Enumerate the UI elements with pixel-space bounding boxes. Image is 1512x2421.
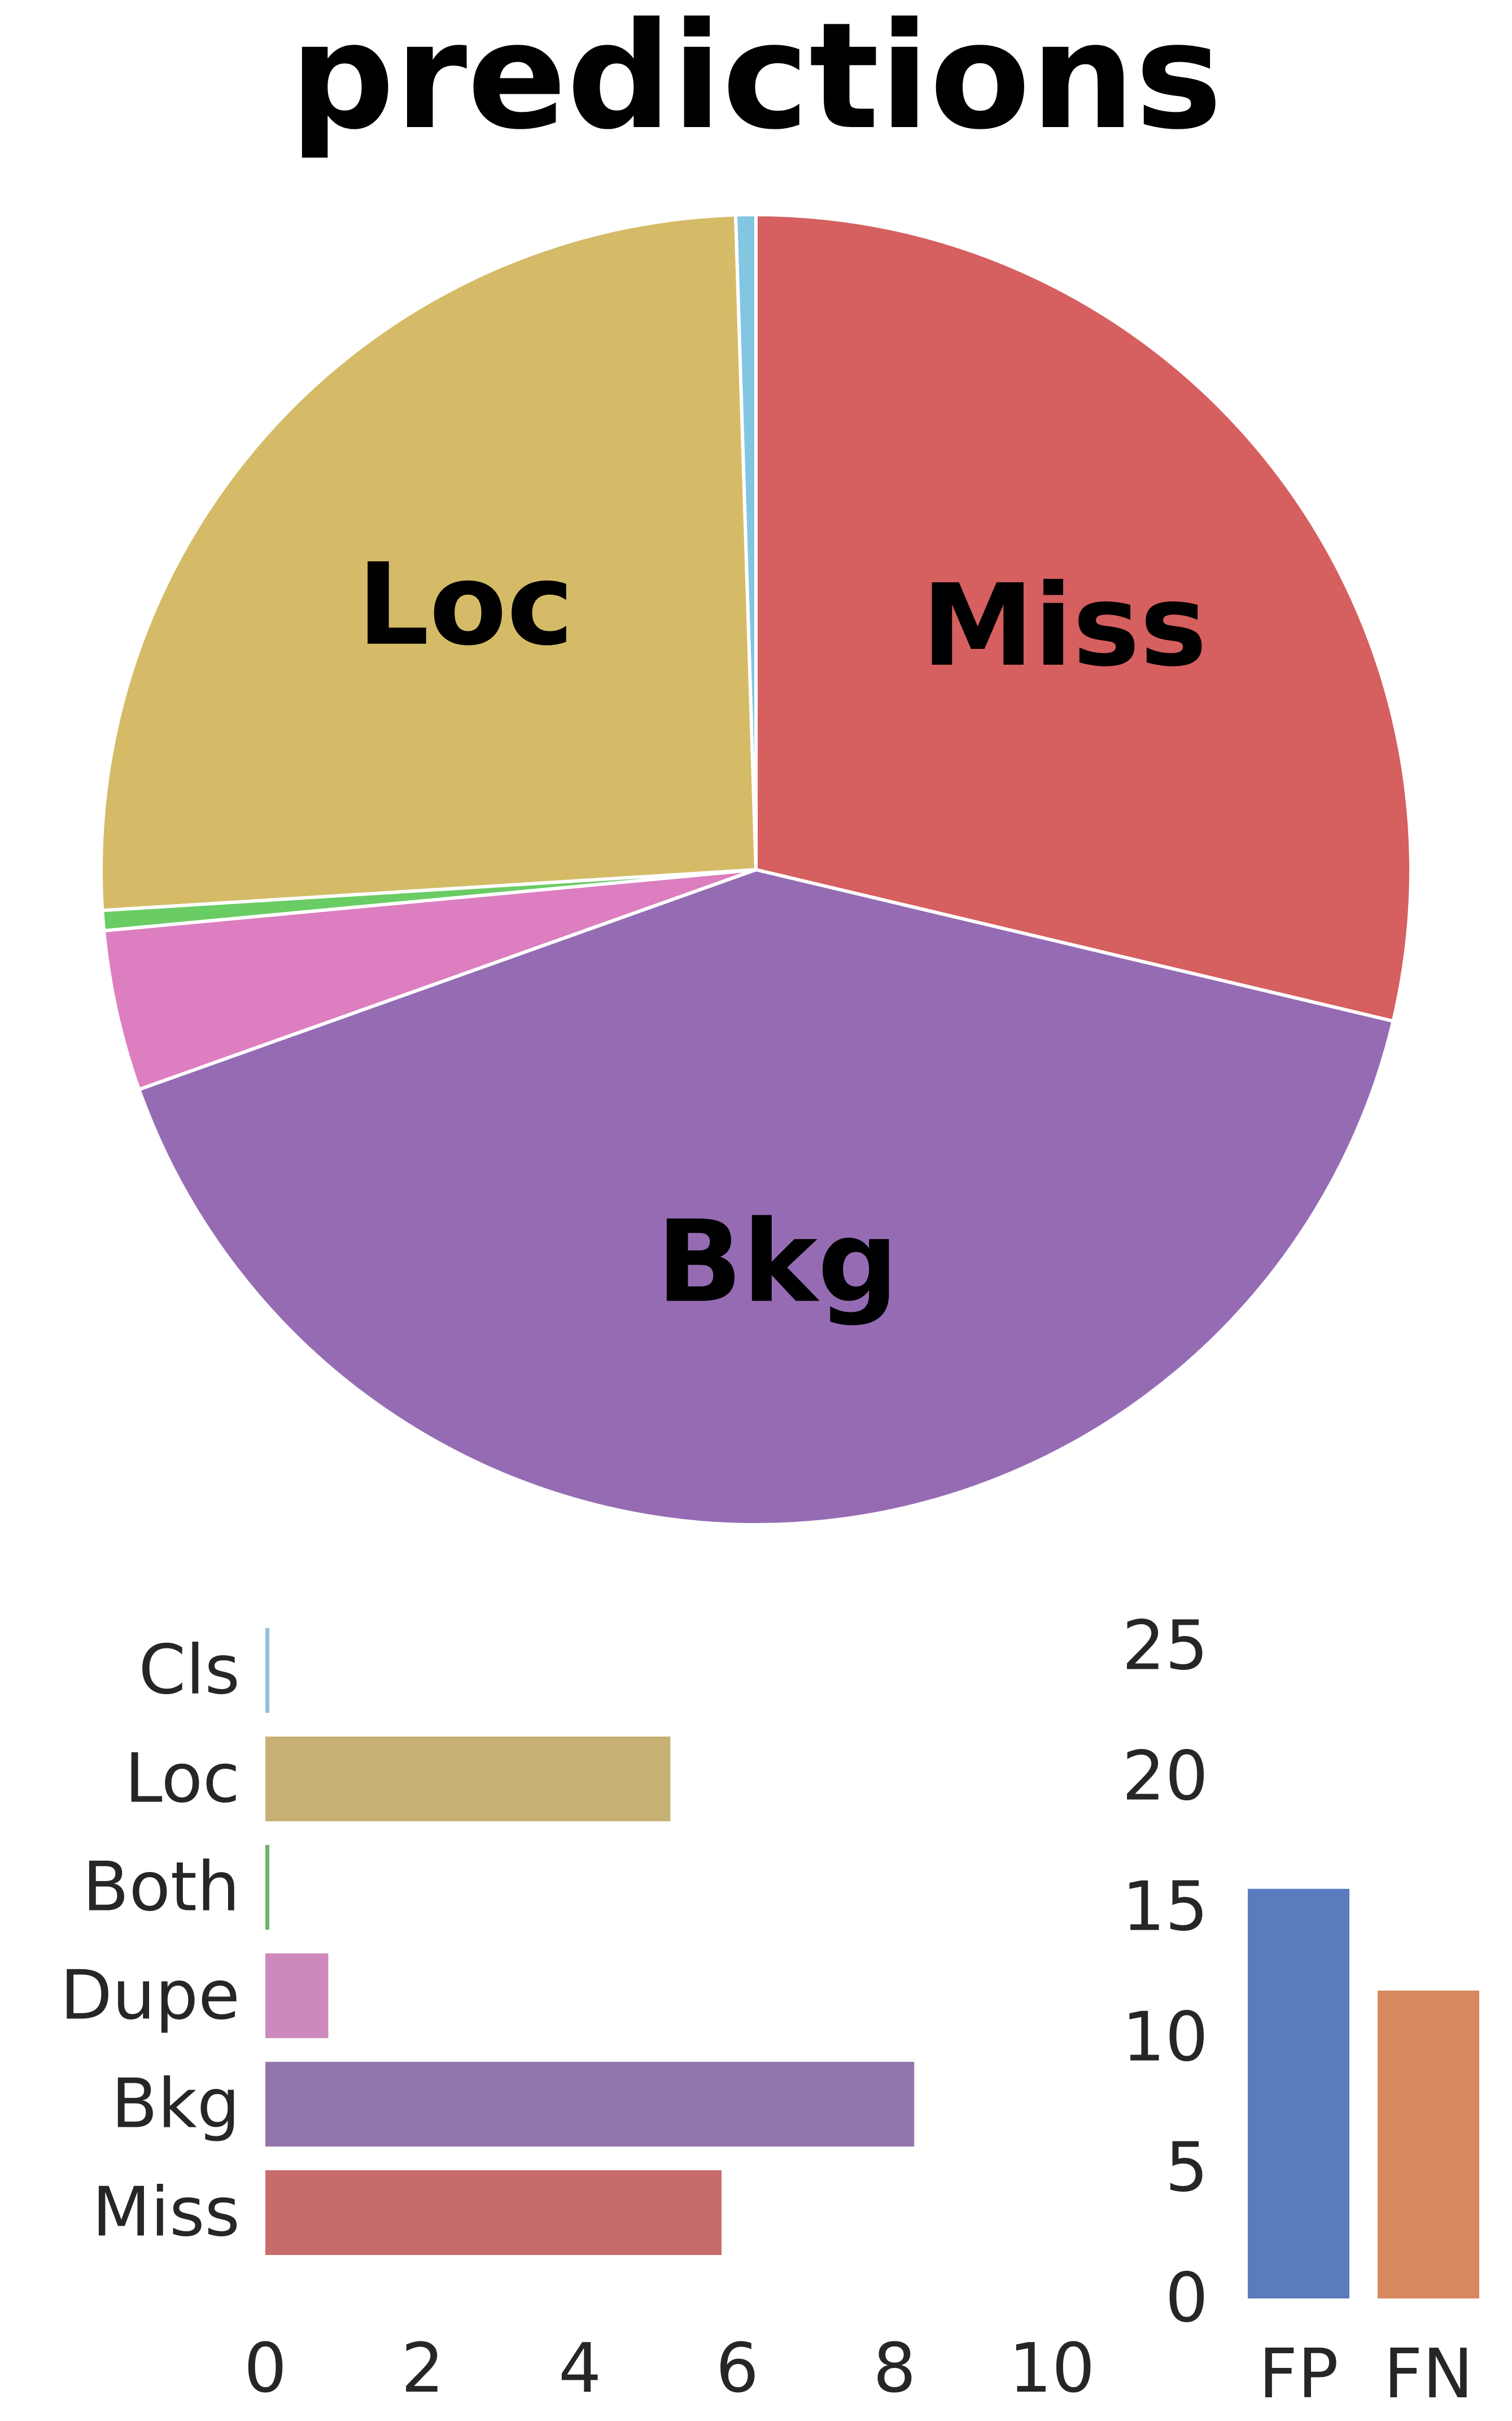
bar-loc (265, 1737, 671, 1821)
x-tick-label: 0 (244, 2330, 287, 2408)
x-tick-label: 8 (873, 2330, 916, 2408)
bar-dupe (265, 1953, 329, 2038)
category-label-fp: FP (1258, 2335, 1338, 2414)
pie-label-miss: Miss (921, 560, 1207, 692)
bar-fn (1378, 1990, 1479, 2298)
y-tick-label: 0 (1165, 2259, 1208, 2338)
category-label-dupe: Dupe (60, 1957, 240, 2035)
pie-slice-dupe (102, 868, 757, 1092)
pie-slice-miss (754, 212, 1413, 1023)
category-label-fn: FN (1384, 2335, 1474, 2414)
y-tick-label: 10 (1122, 1999, 1208, 2077)
category-label-both: Both (82, 1848, 240, 1927)
x-tick-label: 6 (716, 2330, 759, 2408)
bar-both (265, 1845, 269, 1930)
x-tick-label: 2 (401, 2330, 444, 2408)
bar-bkg (265, 2062, 915, 2147)
category-label-miss: Miss (92, 2174, 240, 2252)
y-tick-label: 25 (1122, 1607, 1208, 1686)
chart-title: predictions (290, 0, 1222, 162)
pie-chart: Miss Bkg Loc (99, 212, 1413, 1526)
y-tick-label: 20 (1122, 1738, 1208, 1816)
pie-label-bkg: Bkg (657, 1196, 899, 1328)
y-tick-label: 15 (1122, 1868, 1208, 1947)
pie-slice-loc (99, 213, 758, 913)
category-label-bkg: Bkg (111, 2065, 240, 2144)
category-label-cls: Cls (138, 1632, 240, 1710)
fp-fn-bar-chart: 0 5 10 15 20 25 FP FN (1122, 1607, 1479, 2414)
pie-slice-bkg (137, 867, 1396, 1526)
bar-cls (265, 1628, 269, 1713)
category-label-loc: Loc (125, 1740, 240, 1818)
pie-label-loc: Loc (357, 539, 574, 671)
bar-fp (1248, 1888, 1349, 2298)
x-tick-label: 10 (1009, 2330, 1095, 2408)
pie-slice-cls (733, 212, 758, 870)
x-tick-label: 4 (558, 2330, 601, 2408)
y-tick-label: 5 (1165, 2129, 1208, 2208)
bar-miss (265, 2170, 722, 2255)
